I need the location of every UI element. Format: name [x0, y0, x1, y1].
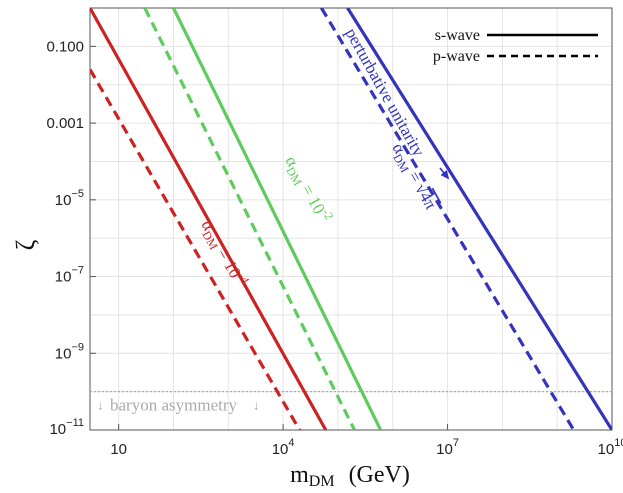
y-tick-base: 10: [55, 345, 72, 362]
legend-label-p-wave: p-wave: [433, 48, 480, 65]
y-tick-exp: −11: [66, 417, 84, 429]
baryon-asymmetry-label: baryon asymmetry: [110, 396, 237, 415]
x-axis-title: mDM (GeV): [290, 462, 410, 490]
x-tick-label: 10: [110, 441, 127, 458]
series-line-p-wave-alpha-sqrt4pi: [320, 8, 576, 430]
y-tick-label: 10−9: [55, 341, 84, 362]
y-tick-label: 0.100: [46, 38, 84, 55]
y-tick-label: 10−5: [55, 188, 84, 209]
series-group: [90, 8, 612, 430]
series-line-s-wave-alpha-1e4: [90, 8, 328, 430]
legend-label-s-wave: s-wave: [435, 27, 480, 44]
x-axis-title-sub: DM: [309, 473, 335, 490]
y-tick-base: 10: [49, 421, 66, 438]
y-tick-exp: −9: [71, 341, 84, 353]
x-tick-exp: 10: [614, 437, 623, 449]
alpha-label-red: αDM = 10-4: [195, 215, 253, 291]
plot-area: [89, 7, 613, 431]
y-tick-base: 10: [55, 192, 72, 209]
y-axis-title: ζ: [11, 239, 40, 250]
y-tick-exp: −7: [71, 265, 84, 277]
y-tick-base: 0.100: [46, 38, 84, 55]
y-tick-base: 10: [55, 269, 72, 286]
x-tick-base: 10: [272, 441, 289, 458]
x-tick-label: 107: [436, 437, 459, 458]
down-arrow-icon: ↓: [97, 398, 104, 413]
x-tick-base: 10: [598, 441, 615, 458]
down-arrow-icon: ↓: [253, 398, 260, 413]
series-line-s-wave-alpha-sqrt4pi: [346, 8, 612, 430]
x-tick-exp: 4: [288, 437, 294, 449]
x-tick-base: 10: [110, 441, 127, 458]
x-axis-title-unit: (GeV): [349, 462, 410, 488]
series-line-s-wave-alpha-1e2: [172, 8, 383, 430]
series-line-p-wave-alpha-1e4: [90, 68, 301, 430]
legend: s-wave p-wave: [433, 27, 598, 65]
y-tick-label: 10−11: [49, 417, 84, 438]
x-tick-base: 10: [436, 441, 453, 458]
y-tick-label: 10−7: [55, 265, 84, 286]
unitarity-label: perturbative unitarity: [342, 25, 429, 160]
y-tick-exp: −5: [71, 188, 84, 200]
x-axis-title-main: m: [290, 462, 309, 488]
y-tick-base: 0.001: [46, 115, 84, 132]
y-tick-label: 0.001: [46, 115, 84, 132]
alpha-label-green: αDM = 10-2: [279, 151, 337, 227]
series-line-p-wave-alpha-1e2: [143, 8, 356, 430]
x-tick-exp: 7: [453, 437, 459, 449]
x-tick-label: 104: [272, 437, 295, 458]
unitarity-arrow: [439, 167, 450, 180]
